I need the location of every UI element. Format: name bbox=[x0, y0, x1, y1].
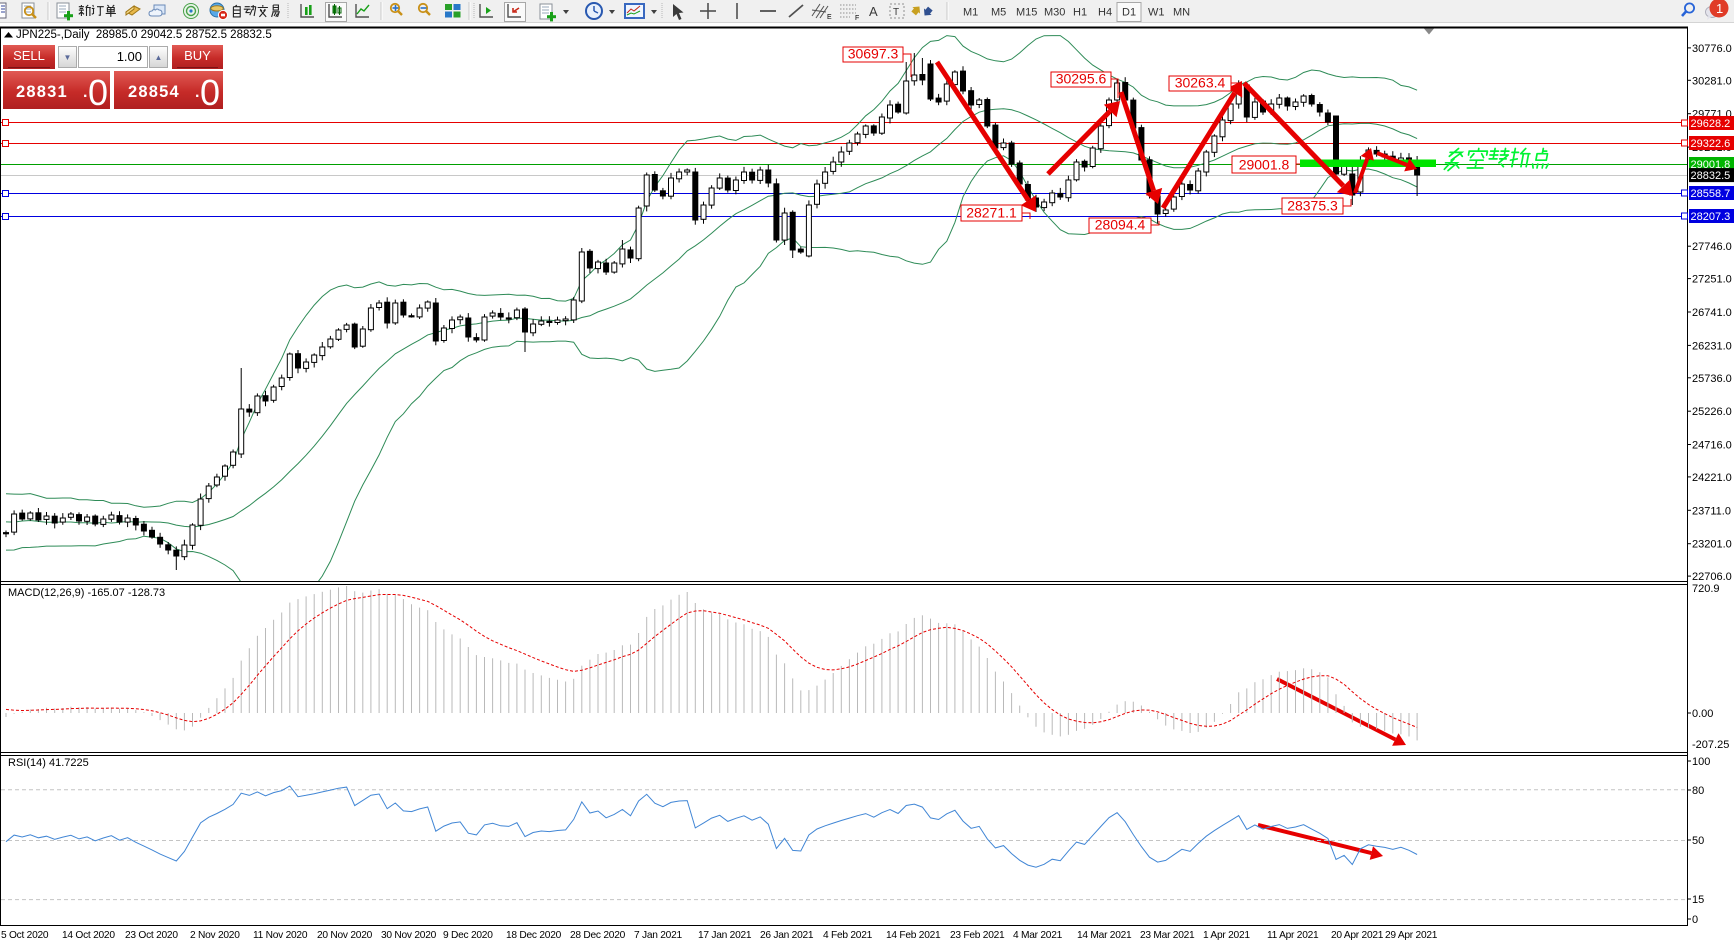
svg-text:26231.0: 26231.0 bbox=[1692, 340, 1732, 352]
svg-text:30776.0: 30776.0 bbox=[1692, 43, 1732, 55]
svg-text:2 Nov 2020: 2 Nov 2020 bbox=[190, 930, 240, 941]
svg-text:24221.0: 24221.0 bbox=[1692, 472, 1732, 484]
svg-text:14 Mar 2021: 14 Mar 2021 bbox=[1077, 930, 1132, 941]
svg-text:23711.0: 23711.0 bbox=[1692, 505, 1731, 517]
svg-text:28271.1: 28271.1 bbox=[966, 205, 1017, 221]
svg-text:20 Apr 2021: 20 Apr 2021 bbox=[1331, 930, 1384, 941]
svg-text:17 Jan 2021: 17 Jan 2021 bbox=[698, 930, 752, 941]
svg-text:26 Jan 2021: 26 Jan 2021 bbox=[760, 930, 814, 941]
svg-text:30263.4: 30263.4 bbox=[1175, 75, 1226, 91]
svg-text:15: 15 bbox=[1692, 894, 1704, 906]
svg-text:-207.25: -207.25 bbox=[1692, 739, 1729, 751]
svg-text:1 Apr 2021: 1 Apr 2021 bbox=[1203, 930, 1250, 941]
svg-text:MACD(12,26,9) -165.07 -128.73: MACD(12,26,9) -165.07 -128.73 bbox=[8, 587, 165, 599]
svg-text:80: 80 bbox=[1692, 785, 1704, 797]
svg-text:29001.8: 29001.8 bbox=[1691, 159, 1731, 171]
svg-text:F: F bbox=[855, 15, 859, 22]
svg-text:18 Dec 2020: 18 Dec 2020 bbox=[506, 930, 562, 941]
svg-text:JPN225-,Daily 28985.0 29042.5: JPN225-,Daily 28985.0 29042.5 28752.5 28… bbox=[16, 29, 272, 41]
svg-text:23 Mar 2021: 23 Mar 2021 bbox=[1140, 930, 1195, 941]
svg-text:28375.3: 28375.3 bbox=[1287, 198, 1338, 214]
svg-text:29628.2: 29628.2 bbox=[1691, 118, 1731, 130]
svg-text:23 Oct 2020: 23 Oct 2020 bbox=[125, 930, 178, 941]
svg-text:11 Apr 2021: 11 Apr 2021 bbox=[1267, 930, 1319, 941]
svg-text:RSI(14) 41.7225: RSI(14) 41.7225 bbox=[8, 757, 89, 769]
svg-text:28558.7: 28558.7 bbox=[1691, 188, 1731, 200]
svg-text:14 Feb 2021: 14 Feb 2021 bbox=[886, 930, 941, 941]
svg-text:W1: W1 bbox=[1148, 7, 1165, 19]
svg-text:H1: H1 bbox=[1073, 7, 1087, 19]
svg-text:0: 0 bbox=[1692, 914, 1698, 926]
svg-text:7 Jan 2021: 7 Jan 2021 bbox=[634, 930, 682, 941]
svg-text:11 Nov 2020: 11 Nov 2020 bbox=[253, 930, 308, 941]
svg-text:A: A bbox=[869, 4, 878, 19]
svg-text:29001.8: 29001.8 bbox=[1239, 157, 1290, 173]
svg-text:27746.0: 27746.0 bbox=[1692, 241, 1732, 253]
svg-text:28094.4: 28094.4 bbox=[1095, 217, 1146, 233]
svg-text:22706.0: 22706.0 bbox=[1692, 571, 1732, 583]
svg-text:0.00: 0.00 bbox=[1692, 708, 1713, 720]
svg-text:M1: M1 bbox=[963, 7, 978, 19]
svg-text:D1: D1 bbox=[1122, 7, 1136, 19]
svg-text:30281.0: 30281.0 bbox=[1692, 75, 1732, 87]
svg-text:5 Oct 2020: 5 Oct 2020 bbox=[1, 930, 49, 941]
svg-text:M5: M5 bbox=[991, 7, 1006, 19]
svg-text:23 Feb 2021: 23 Feb 2021 bbox=[950, 930, 1005, 941]
svg-text:T: T bbox=[893, 7, 899, 18]
svg-text:23201.0: 23201.0 bbox=[1692, 539, 1732, 551]
svg-text:26741.0: 26741.0 bbox=[1692, 307, 1732, 319]
svg-text:4 Mar 2021: 4 Mar 2021 bbox=[1013, 930, 1063, 941]
svg-text:100: 100 bbox=[1692, 756, 1710, 768]
svg-text:9 Dec 2020: 9 Dec 2020 bbox=[443, 930, 493, 941]
svg-text:MN: MN bbox=[1173, 7, 1190, 19]
svg-text:H4: H4 bbox=[1098, 7, 1112, 19]
svg-text:24716.0: 24716.0 bbox=[1692, 440, 1732, 452]
svg-text:M30: M30 bbox=[1044, 7, 1065, 19]
svg-text:28207.3: 28207.3 bbox=[1691, 211, 1731, 223]
svg-text:50: 50 bbox=[1692, 835, 1704, 847]
svg-text:29 Apr 2021: 29 Apr 2021 bbox=[1385, 930, 1438, 941]
svg-text:E: E bbox=[827, 14, 832, 21]
svg-text:29322.6: 29322.6 bbox=[1691, 138, 1731, 150]
svg-text:28832.5: 28832.5 bbox=[1691, 170, 1731, 182]
svg-text:M15: M15 bbox=[1016, 7, 1037, 19]
svg-text:14 Oct 2020: 14 Oct 2020 bbox=[62, 930, 115, 941]
svg-text:28 Dec 2020: 28 Dec 2020 bbox=[570, 930, 626, 941]
svg-text:4 Feb 2021: 4 Feb 2021 bbox=[823, 930, 873, 941]
svg-text:25736.0: 25736.0 bbox=[1692, 373, 1732, 385]
svg-text:25226.0: 25226.0 bbox=[1692, 406, 1732, 418]
svg-text:1: 1 bbox=[1716, 1, 1723, 16]
svg-text:720.9: 720.9 bbox=[1692, 583, 1720, 595]
svg-text:27251.0: 27251.0 bbox=[1692, 274, 1732, 286]
svg-text:30295.6: 30295.6 bbox=[1056, 71, 1107, 87]
svg-text:30 Nov 2020: 30 Nov 2020 bbox=[381, 930, 437, 941]
svg-text:20 Nov 2020: 20 Nov 2020 bbox=[317, 930, 373, 941]
svg-text:30697.3: 30697.3 bbox=[848, 46, 899, 62]
